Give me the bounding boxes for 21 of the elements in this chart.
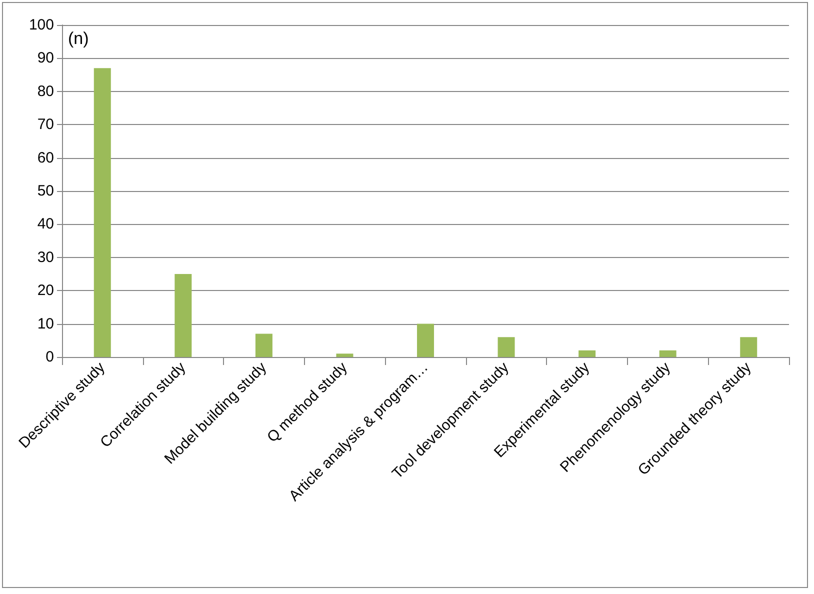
y-tick-label: 10 <box>37 315 54 332</box>
y-tick-label: 30 <box>37 248 54 266</box>
bar <box>659 350 676 357</box>
bar <box>94 68 111 357</box>
y-tick-label: 70 <box>37 116 54 134</box>
bar <box>174 274 192 357</box>
y-tick-label: 100 <box>28 16 54 34</box>
y-tick-label: 50 <box>37 182 54 200</box>
y-tick-label: 60 <box>37 149 54 166</box>
y-tick-label: 80 <box>37 82 54 100</box>
y-tick-label: 0 <box>46 348 54 366</box>
y-axis-title: (n) <box>68 29 89 48</box>
y-tick-label: 90 <box>37 50 54 67</box>
bar <box>255 334 272 357</box>
bar <box>336 354 354 357</box>
bar <box>578 350 596 357</box>
bar <box>417 324 434 357</box>
y-tick-label: 40 <box>37 216 54 233</box>
bar <box>498 337 515 357</box>
bar <box>740 337 758 357</box>
y-tick-label: 20 <box>37 282 54 300</box>
